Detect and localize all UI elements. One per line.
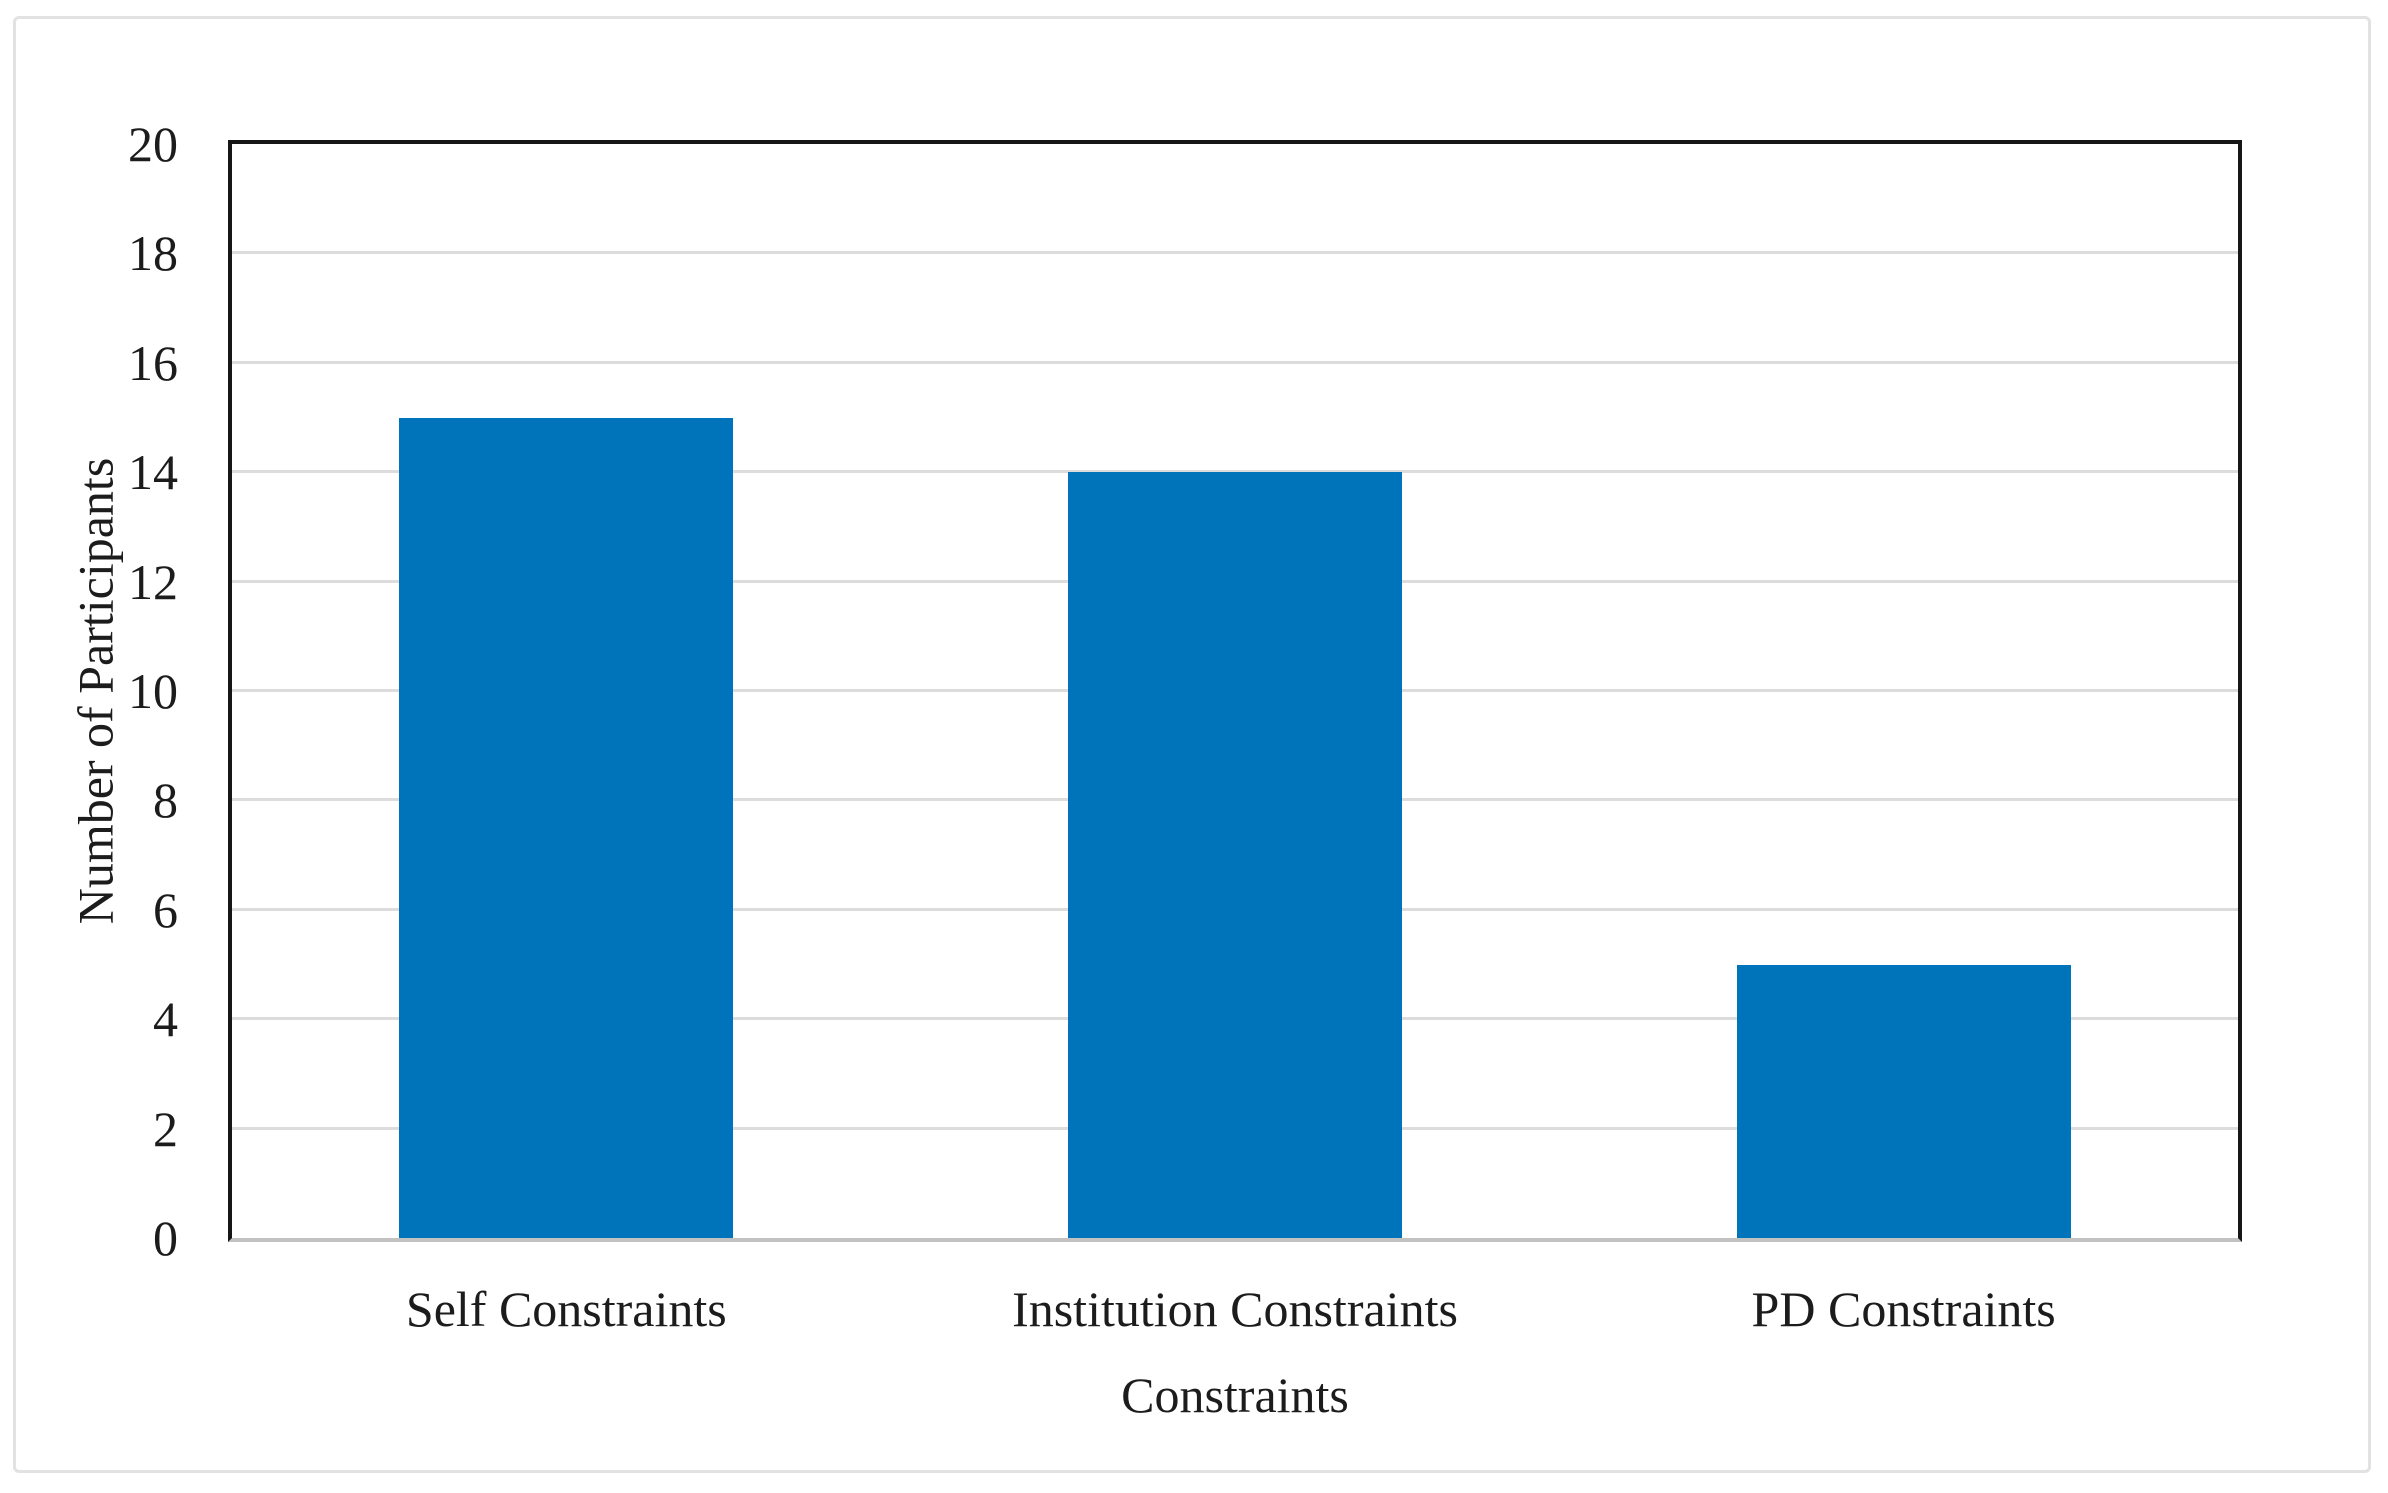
x-category-label-institution-constraints: Institution Constraints <box>1012 1281 1458 1337</box>
y-tick-label-6: 6 <box>153 881 178 938</box>
gridline-18 <box>232 251 2238 255</box>
y-tick-label-0: 0 <box>153 1210 178 1266</box>
x-axis-title: Constraints <box>1121 1367 1349 1423</box>
y-tick-label-16: 16 <box>128 334 178 391</box>
y-tick-label-8: 8 <box>153 772 178 829</box>
gridline-14 <box>232 470 2238 474</box>
y-tick-label-4: 4 <box>153 991 178 1048</box>
gridline-16 <box>232 360 2238 364</box>
y-tick-label-10: 10 <box>128 663 178 719</box>
y-tick-label-12: 12 <box>128 553 178 610</box>
x-category-label-self-constraints: Self Constraints <box>405 1281 727 1337</box>
y-tick-label-2: 2 <box>153 1100 178 1157</box>
bar-institution-constraints <box>1067 472 1403 1238</box>
bar-pd-constraints <box>1736 964 2071 1238</box>
bar-self-constraints <box>399 417 734 1238</box>
plot-area <box>228 140 2242 1242</box>
x-category-label-pd-constraints: PD Constraints <box>1751 1281 2056 1337</box>
y-tick-label-18: 18 <box>128 225 178 282</box>
y-tick-label-14: 14 <box>128 444 178 501</box>
y-tick-label-20: 20 <box>128 116 178 172</box>
